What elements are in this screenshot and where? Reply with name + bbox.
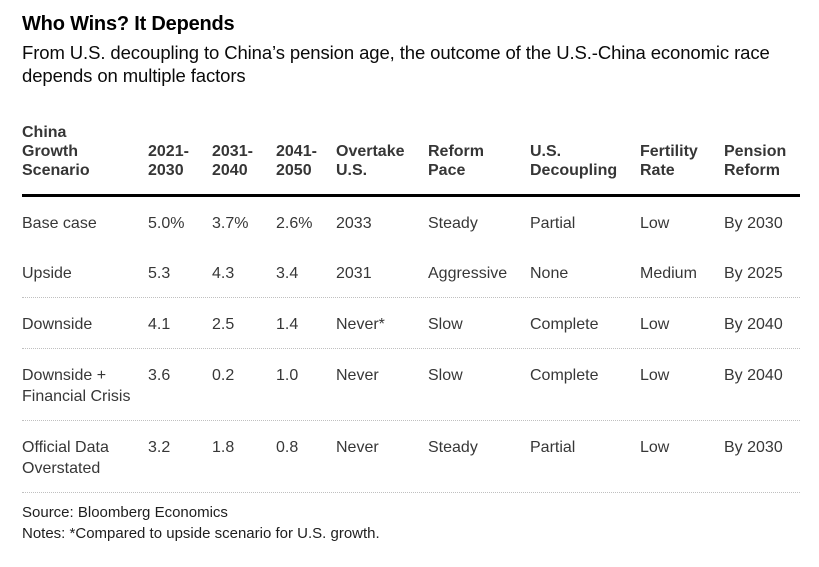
table-header-row: China Growth Scenario 2021- 2030 2031- 2… xyxy=(22,123,800,197)
table-cell: Partial xyxy=(530,215,576,232)
table-cell: 0.2 xyxy=(212,367,235,384)
table-cell: Partial xyxy=(530,439,576,456)
column-header-fertility-rate: Fertility Rate xyxy=(640,143,698,179)
column-header-2031-2040: 2031- 2040 xyxy=(212,143,253,179)
column-header-us-decoupling: U.S. Decoupling xyxy=(530,143,618,179)
table-cell: By 2040 xyxy=(724,367,783,384)
table-cell: Never xyxy=(336,439,379,456)
table-cell: 4.3 xyxy=(212,265,235,282)
column-header-2041-2050: 2041- 2050 xyxy=(276,143,317,179)
table-cell: 2033 xyxy=(336,215,372,232)
scenario-cell: Base case xyxy=(22,215,97,232)
table-cell: Aggressive xyxy=(428,265,508,282)
table-cell: Never xyxy=(336,367,379,384)
table-cell: Low xyxy=(640,316,670,333)
page-subtitle: From U.S. decoupling to China’s pension … xyxy=(22,42,770,86)
table-cell: 3.7% xyxy=(212,215,249,232)
table-row: Official Data Overstated 3.2 1.8 0.8 Nev… xyxy=(22,421,800,493)
table-cell: Low xyxy=(640,367,670,384)
table-cell: Steady xyxy=(428,215,478,232)
table-cell: Slow xyxy=(428,316,463,333)
table-cell: By 2030 xyxy=(724,215,783,232)
table-row: Upside 5.3 4.3 3.4 2031 Aggressive None … xyxy=(22,247,800,298)
table-cell: 1.4 xyxy=(276,316,299,333)
column-header-overtake-us: Overtake U.S. xyxy=(336,143,405,179)
table-cell: Slow xyxy=(428,367,463,384)
table-cell: By 2040 xyxy=(724,316,783,333)
table-cell: 2.5 xyxy=(212,316,235,333)
table-cell: Steady xyxy=(428,439,478,456)
table-cell: 5.0% xyxy=(148,215,185,232)
table-cell: Complete xyxy=(530,316,599,333)
table-cell: Complete xyxy=(530,367,599,384)
table-cell: Never* xyxy=(336,316,385,333)
table-footer: Source: Bloomberg Economics Notes: *Comp… xyxy=(22,502,800,544)
data-table: China Growth Scenario 2021- 2030 2031- 2… xyxy=(22,123,800,493)
source-note: Source: Bloomberg Economics xyxy=(22,504,228,521)
table-cell: 0.8 xyxy=(276,439,299,456)
table-cell: Low xyxy=(640,439,670,456)
table-cell: 3.2 xyxy=(148,439,171,456)
scenario-cell: Downside + Financial Crisis xyxy=(22,367,131,405)
table-cell: 2031 xyxy=(336,265,372,282)
table-cell: Medium xyxy=(640,265,697,282)
table-cell: 5.3 xyxy=(148,265,171,282)
table-cell: Low xyxy=(640,215,670,232)
table-cell: 1.8 xyxy=(212,439,235,456)
table-cell: 4.1 xyxy=(148,316,171,333)
scenario-cell: Official Data Overstated xyxy=(22,439,109,477)
column-header-2021-2030: 2021- 2030 xyxy=(148,143,189,179)
scenario-cell: Upside xyxy=(22,265,72,282)
scenario-cell: Downside xyxy=(22,316,93,333)
table-row: Downside + Financial Crisis 3.6 0.2 1.0 … xyxy=(22,349,800,421)
table-cell: By 2030 xyxy=(724,439,783,456)
page-title: Who Wins? It Depends xyxy=(22,13,235,35)
table-cell: 3.4 xyxy=(276,265,299,282)
column-header-scenario: China Growth Scenario xyxy=(22,124,90,179)
table-cell: 2.6% xyxy=(276,215,313,232)
table-cell: 1.0 xyxy=(276,367,299,384)
table-cell: By 2025 xyxy=(724,265,783,282)
column-header-reform-pace: Reform Pace xyxy=(428,143,485,179)
column-header-pension-reform: Pension Reform xyxy=(724,143,787,179)
table-cell: None xyxy=(530,265,569,282)
table-row: Base case 5.0% 3.7% 2.6% 2033 Steady Par… xyxy=(22,197,800,247)
table-cell: 3.6 xyxy=(148,367,171,384)
table-row: Downside 4.1 2.5 1.4 Never* Slow Complet… xyxy=(22,298,800,349)
footnote: Notes: *Compared to upside scenario for … xyxy=(22,525,380,542)
